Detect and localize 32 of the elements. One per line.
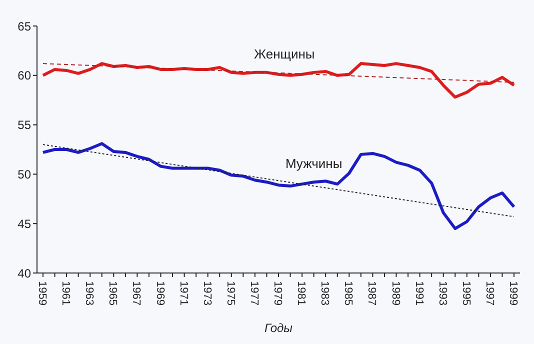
x-tick-label: 1997 [483,281,496,306]
x-tick-label: 1995 [460,281,472,306]
line-series [42,142,516,230]
y-tick-label: 60 [18,68,32,83]
x-tick-label: 1973 [200,281,213,306]
y-tick-label: 40 [18,266,32,280]
y-tick-label: 65 [18,19,32,34]
x-tick-label: 1979 [272,281,284,306]
x-tick-label: 1993 [436,281,448,306]
x-tick-label: 1981 [295,281,308,306]
y-tick-label: 50 [18,167,32,182]
y-tick-label: 55 [18,118,32,132]
x-tick-label: 1977 [248,281,260,306]
x-tick-label: 1985 [342,281,354,306]
x-tick-label: 1959 [36,281,48,306]
x-axis-title: Годы [264,321,293,335]
x-tick-label: 1965 [106,281,119,306]
x-tick-label: 1967 [130,281,142,306]
x-tick-label: 1999 [507,281,519,306]
x-tick-label: 1989 [389,281,402,306]
line-series [42,62,516,99]
series-label: Женщины [254,46,315,62]
x-tick-label: 1971 [177,281,190,306]
x-tick-label: 1983 [318,281,331,306]
x-tick-label: 1969 [154,281,166,306]
x-tick-label: 1991 [412,281,425,306]
series-label: Мужчины [285,156,342,172]
x-tick-label: 1961 [60,281,72,306]
x-tick-label: 1987 [366,281,378,306]
x-tick-label: 1975 [224,281,236,306]
y-tick-label: 45 [18,216,32,231]
x-tick-label: 1963 [83,281,96,306]
